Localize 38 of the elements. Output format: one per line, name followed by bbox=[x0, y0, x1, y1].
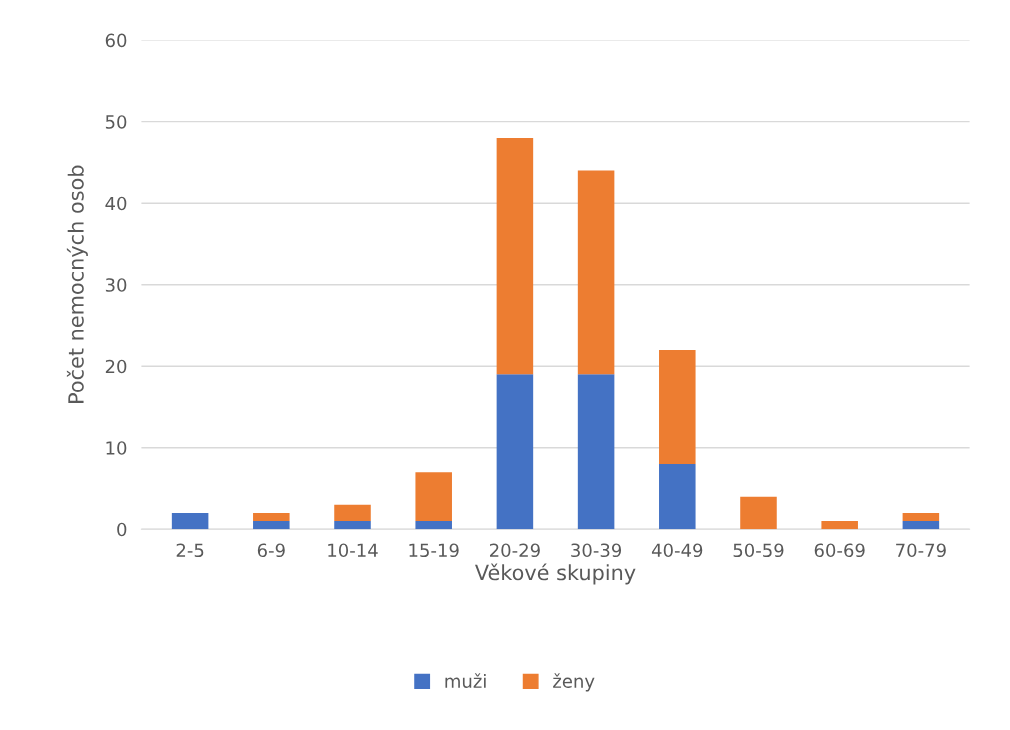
x-tick-label: 40-49 bbox=[651, 543, 703, 558]
bar bbox=[740, 496, 777, 530]
x-tick-label: 10-14 bbox=[328, 543, 378, 558]
y-tick-label: 0 bbox=[117, 522, 127, 537]
bar bbox=[253, 512, 290, 522]
bar bbox=[659, 349, 696, 465]
bar bbox=[334, 521, 371, 530]
bar bbox=[496, 374, 534, 530]
bar bbox=[902, 521, 940, 530]
x-tick-label: 30-39 bbox=[571, 543, 622, 558]
y-tick-label: 10 bbox=[106, 441, 127, 455]
bar bbox=[659, 464, 696, 530]
y-tick-label: 50 bbox=[105, 115, 127, 129]
x-tick-label: 15-19 bbox=[409, 543, 459, 558]
bar bbox=[902, 512, 940, 522]
x-tick-label: 2-5 bbox=[176, 543, 204, 558]
bar bbox=[821, 521, 858, 530]
legend-label: muži bbox=[445, 673, 486, 688]
x-tick-label: 50-59 bbox=[733, 543, 784, 558]
x-axis-title: Věkové skupiny bbox=[475, 563, 636, 585]
x-tick-label: 60-69 bbox=[814, 543, 865, 558]
x-tick-label: 20-29 bbox=[489, 543, 540, 558]
y-tick-label: 60 bbox=[105, 33, 127, 48]
bar bbox=[415, 472, 452, 522]
y-tick-label: 40 bbox=[105, 196, 127, 211]
bar bbox=[415, 521, 452, 530]
y-axis-title: Počet nemocných osob bbox=[66, 165, 88, 403]
bar bbox=[496, 137, 534, 375]
legend-label: ženy bbox=[553, 673, 595, 692]
y-tick-label: 20 bbox=[105, 359, 127, 374]
x-tick-label: 70-79 bbox=[896, 543, 946, 558]
bar bbox=[334, 504, 371, 522]
bar bbox=[577, 170, 615, 375]
bar bbox=[171, 512, 209, 530]
bar bbox=[253, 521, 290, 530]
bar bbox=[577, 374, 615, 530]
y-tick-label: 30 bbox=[105, 278, 127, 292]
x-tick-label: 6-9 bbox=[257, 543, 285, 558]
